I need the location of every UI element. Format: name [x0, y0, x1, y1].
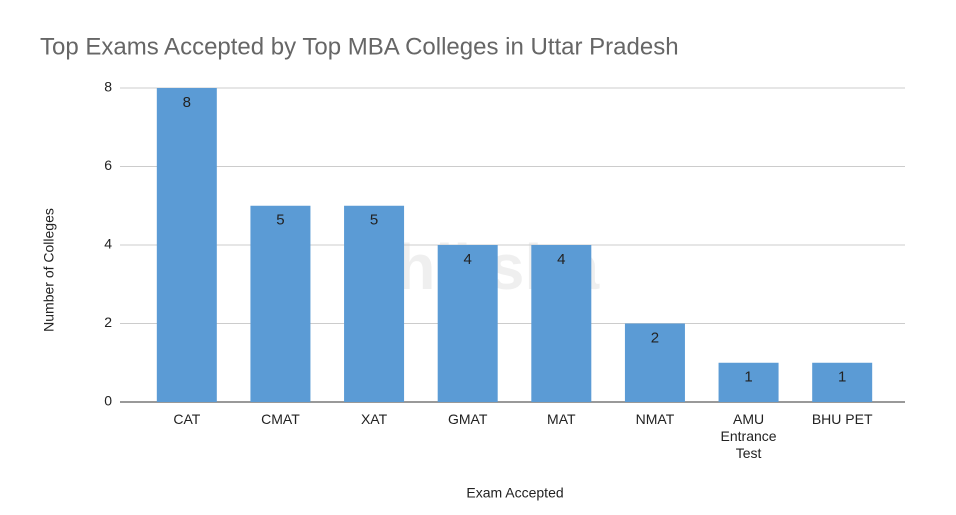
x-tick-label: XAT	[360, 411, 388, 427]
y-tick-label: 4	[104, 236, 112, 252]
bar	[624, 323, 685, 402]
bar	[250, 205, 311, 402]
bar	[718, 362, 779, 402]
y-axis-label: Number of Colleges	[41, 208, 57, 332]
x-tick-label: BHU PET	[811, 411, 873, 427]
bar	[344, 205, 405, 402]
data-label: 1	[744, 369, 752, 386]
data-label: 2	[651, 329, 659, 346]
bar	[437, 245, 498, 402]
x-tick-label: MAT	[547, 411, 576, 427]
bar	[812, 362, 873, 402]
x-tick-label: NMAT	[635, 411, 675, 427]
bar	[531, 245, 592, 402]
bar	[156, 88, 217, 402]
y-tick-label: 2	[104, 314, 112, 330]
y-tick-label: 0	[104, 393, 112, 409]
data-label: 4	[464, 251, 472, 268]
data-label: 8	[183, 94, 191, 111]
data-label: 5	[370, 212, 378, 229]
data-label: 5	[276, 212, 284, 229]
y-tick-label: 6	[104, 157, 112, 173]
chart-title: Top Exams Accepted by Top MBA Colleges i…	[40, 33, 679, 60]
x-tick-label: CAT	[173, 411, 201, 427]
data-label: 1	[838, 369, 846, 386]
x-tick-label: CMAT	[261, 411, 300, 427]
data-label: 4	[557, 251, 565, 268]
y-tick-label: 8	[104, 79, 112, 95]
x-tick-label: GMAT	[447, 411, 488, 427]
x-axis-label: Exam Accepted	[466, 485, 563, 501]
x-tick-label: AMU Entrance Test	[720, 411, 777, 461]
